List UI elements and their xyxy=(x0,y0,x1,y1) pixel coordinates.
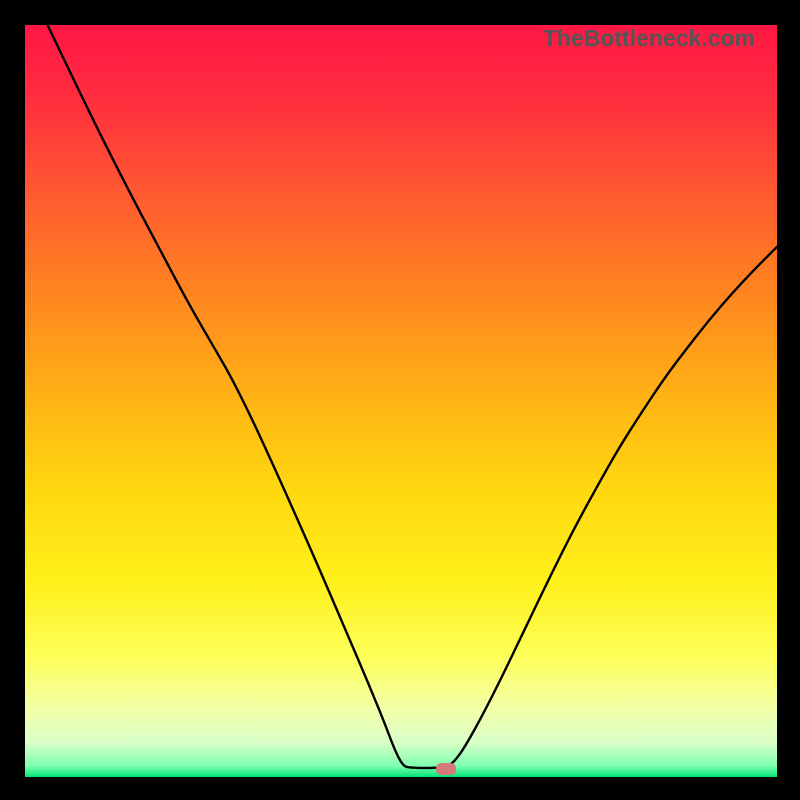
bottleneck-curve xyxy=(48,25,777,768)
chart-container: TheBottleneck.com xyxy=(0,0,800,800)
plot-area: TheBottleneck.com xyxy=(25,25,777,777)
curve-svg xyxy=(25,25,777,777)
optimal-marker xyxy=(436,763,456,775)
